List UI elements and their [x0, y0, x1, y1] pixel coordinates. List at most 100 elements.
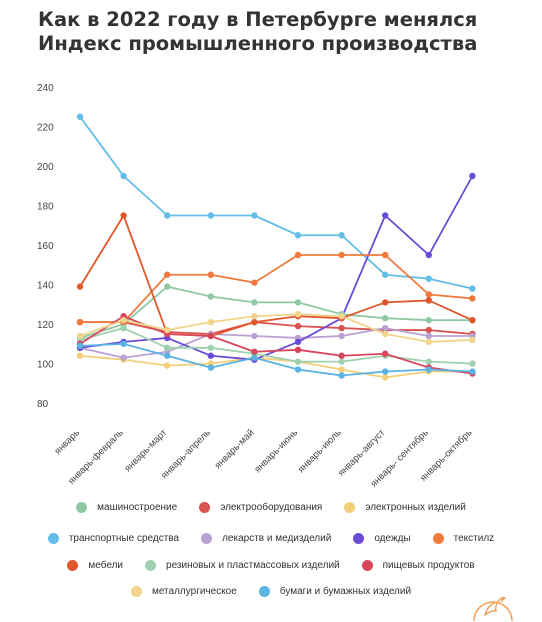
legend-label: текстилz [453, 533, 495, 544]
series-line [79, 327, 473, 365]
data-point [251, 313, 258, 320]
data-point [251, 318, 258, 326]
legend-item: транспортные средства [47, 533, 179, 544]
data-point [207, 364, 214, 371]
legend-item: электронных изделий [344, 502, 466, 513]
data-point [76, 342, 84, 350]
data-point [338, 232, 345, 239]
data-point [382, 350, 389, 357]
data-point [425, 338, 432, 346]
data-point [207, 212, 214, 219]
legend-item: мебели [67, 560, 123, 571]
legend-label: электронных изделий [365, 502, 466, 513]
series-line [79, 327, 473, 359]
legend-item: резиновых и пластмассовых изделий [145, 560, 340, 571]
x-tick-label: январь-март [122, 427, 169, 474]
data-point [294, 358, 302, 365]
data-point [382, 324, 389, 332]
data-point [120, 172, 127, 180]
legend-label: мебели [88, 560, 124, 571]
data-point [120, 212, 127, 219]
data-point [338, 366, 345, 373]
data-point [76, 318, 84, 326]
data-point [294, 311, 302, 318]
line-chart: 80100120140160180200220240январьянварь-ф… [37, 83, 476, 490]
data-point [294, 346, 302, 353]
chart-title: Как в 2022 году в Петербурге менялся Инд… [38, 8, 478, 55]
x-tick-label: январь-июнь [252, 427, 300, 475]
data-point [251, 348, 258, 355]
legend-label: бумаги и бумажных изделий [279, 586, 412, 597]
legend-label: электрооборудования [220, 502, 323, 513]
legend-row-2: транспортные средства лекарств и медизде… [0, 533, 542, 544]
data-point [120, 324, 127, 332]
data-point [469, 172, 476, 180]
data-point [76, 113, 84, 120]
data-point [382, 374, 389, 381]
data-point [338, 358, 345, 365]
data-point [469, 360, 476, 367]
legend-swatch [199, 502, 211, 513]
legend-row-1: машиностроение электрооборудования элект… [0, 502, 542, 513]
data-point [469, 285, 476, 292]
y-tick-label: 200 [37, 162, 54, 173]
data-point [469, 295, 476, 302]
legend-label: одежды [374, 533, 411, 544]
data-point [207, 318, 214, 326]
data-point [207, 344, 214, 352]
x-tick-label: январь [53, 427, 83, 457]
bird-logo-icon [473, 596, 513, 621]
data-point [294, 299, 302, 306]
data-point [164, 352, 171, 359]
data-point [251, 332, 258, 340]
x-tick-label: январь-май [213, 427, 257, 471]
legend-swatch [353, 533, 365, 544]
legend-swatch [130, 586, 142, 597]
data-point [120, 340, 127, 348]
data-point [382, 368, 389, 375]
legend-row-4: металлургическое бумаги и бумажных издел… [0, 586, 542, 597]
data-point [382, 212, 389, 219]
data-point [207, 332, 214, 340]
data-point [294, 232, 302, 239]
series-line [80, 254, 473, 324]
data-point [120, 316, 127, 324]
data-point [338, 372, 345, 379]
data-point [251, 299, 258, 306]
data-point [425, 251, 432, 259]
data-point [338, 352, 345, 359]
data-point [425, 316, 432, 324]
data-point [425, 332, 432, 340]
legend-row-3: мебели резиновых и пластмассовых изделий… [0, 560, 542, 571]
y-tick-label: 220 [37, 123, 54, 134]
data-point [294, 366, 302, 373]
legend-label: металлургическое [151, 586, 237, 597]
series-line [80, 321, 473, 335]
legend-label: резиновых и пластмассовых изделий [166, 560, 340, 571]
y-tick-label: 180 [37, 202, 54, 213]
legend-label: лекарств и медизделий [222, 533, 332, 544]
legend-label: пищевых продуктов [382, 560, 475, 571]
data-point [382, 315, 389, 322]
data-point [382, 299, 389, 306]
y-tick-label: 80 [37, 399, 49, 410]
legend-swatch [201, 533, 213, 544]
legend-swatch [47, 533, 59, 544]
legend-item: металлургическое [130, 586, 237, 597]
data-point [251, 212, 258, 219]
legend-item: текстилz [432, 533, 495, 544]
data-point [164, 326, 171, 334]
series-line [79, 342, 473, 377]
legend-swatch [344, 502, 356, 513]
data-point [294, 322, 302, 330]
series-line [79, 313, 473, 343]
legend-swatch [361, 560, 373, 571]
legend-item: электрооборудования [199, 502, 322, 513]
data-point [382, 271, 389, 278]
legend-swatch [67, 560, 79, 571]
y-tick-label: 240 [37, 83, 54, 94]
legend-item: одежды [353, 533, 411, 544]
legend-swatch [145, 560, 157, 571]
data-point [164, 344, 171, 352]
legend-item: бумаги и бумажных изделий [258, 586, 412, 597]
